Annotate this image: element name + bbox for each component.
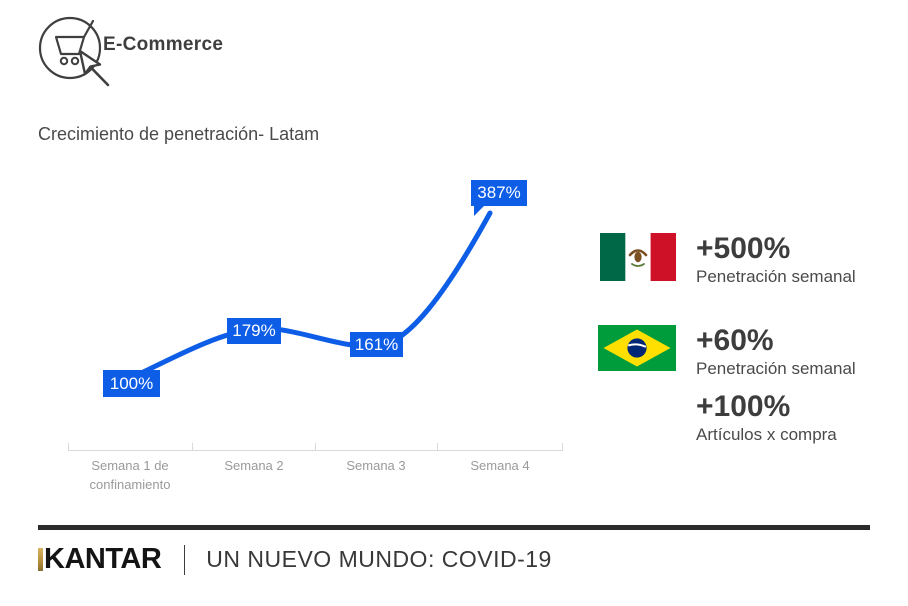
- x-axis-tick: [68, 443, 69, 451]
- x-axis-tick: [562, 443, 563, 451]
- brazil-stat: +60% Penetración semanal +100% Artículos…: [696, 326, 908, 444]
- footer-separator: [184, 544, 186, 575]
- data-label-semana4: 387%: [471, 180, 527, 216]
- brazil-label2: Artículos x compra: [696, 425, 837, 444]
- mexico-flag: [600, 233, 676, 281]
- line-series: [128, 210, 493, 381]
- x-axis-tick: [192, 443, 193, 451]
- x-axis-label-semana2: Semana 2: [224, 458, 284, 473]
- chart-title: Crecimiento de penetración- Latam: [38, 124, 320, 144]
- mexico-label: Penetración semanal: [696, 267, 856, 286]
- ecommerce-cart-cursor-icon: [38, 16, 110, 87]
- x-axis-label-semana3: Semana 3: [346, 458, 406, 473]
- line-chart: [128, 210, 493, 381]
- page-title: E-Commerce: [103, 34, 224, 55]
- brazil-value2: +100%: [696, 390, 791, 423]
- brazil-flag: [598, 325, 676, 371]
- data-label-semana1: 100%: [103, 370, 160, 397]
- data-label-semana2: 179%: [227, 318, 281, 344]
- x-axis-tick: [437, 443, 438, 451]
- x-axis-label-semana4: Semana 4: [470, 458, 530, 473]
- footer: KANTAR UN NUEVO MUNDO: COVID-19: [38, 543, 552, 576]
- kantar-gold-bar-icon: [38, 548, 43, 571]
- data-label-semana3: 161%: [350, 332, 403, 357]
- brazil-value: +60%: [696, 324, 774, 357]
- footer-divider: [38, 525, 870, 530]
- kantar-wordmark: KANTAR: [44, 543, 162, 575]
- footer-subtitle: UN NUEVO MUNDO: COVID-19: [206, 546, 552, 572]
- mexico-stat: +500% Penetración semanal: [696, 234, 908, 286]
- kantar-logo: KANTAR: [38, 543, 162, 576]
- x-axis-tick: [315, 443, 316, 451]
- mexico-value: +500%: [696, 232, 791, 265]
- brazil-label: Penetración semanal: [696, 359, 856, 378]
- x-axis-label-semana1: Semana 1 de confinamiento: [89, 458, 171, 492]
